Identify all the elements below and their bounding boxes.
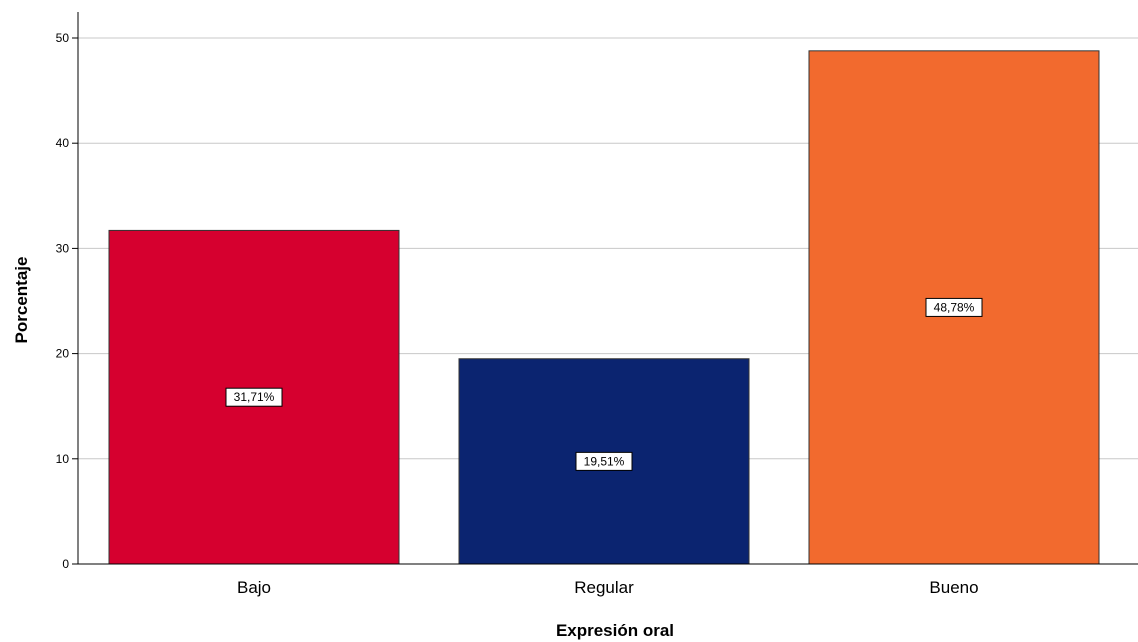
x-tick-label: Bajo bbox=[237, 578, 271, 597]
y-tick-label: 50 bbox=[56, 31, 70, 45]
data-label: 48,78% bbox=[934, 300, 975, 314]
y-axis-ticks: 0 10 20 30 40 50 bbox=[56, 31, 78, 571]
x-axis-tick-labels: Bajo Regular Bueno bbox=[237, 578, 979, 597]
x-tick-label: Regular bbox=[574, 578, 634, 597]
y-tick-label: 20 bbox=[56, 347, 70, 361]
y-tick-label: 10 bbox=[56, 452, 70, 466]
data-label: 31,71% bbox=[234, 390, 275, 404]
data-label-box bbox=[575, 451, 633, 471]
bars bbox=[108, 50, 1100, 565]
x-axis-title: Expresión oral bbox=[556, 621, 674, 640]
data-label-box bbox=[925, 297, 983, 317]
data-labels: 31,71% 19,51% 48,78% bbox=[225, 297, 983, 471]
axes bbox=[77, 12, 1138, 565]
data-label-box bbox=[225, 387, 283, 407]
x-tick-label: Bueno bbox=[929, 578, 978, 597]
y-tick-label: 0 bbox=[62, 557, 69, 571]
y-tick-label: 30 bbox=[56, 241, 70, 255]
y-tick-label: 40 bbox=[56, 136, 70, 150]
data-label: 19,51% bbox=[584, 454, 625, 468]
y-axis-title: Porcentaje bbox=[12, 257, 31, 344]
